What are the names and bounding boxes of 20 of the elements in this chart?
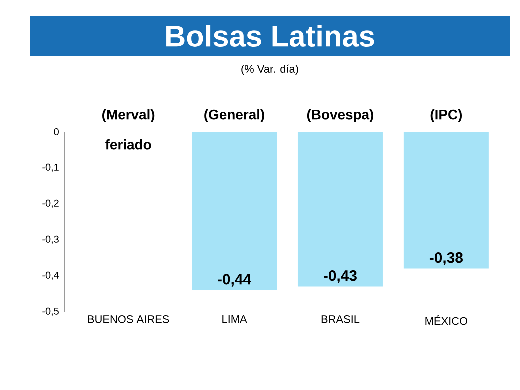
y-tick-label: -0,5 (42, 308, 59, 316)
data-label: -0,44 (218, 274, 252, 287)
y-tick-label: -0,3 (42, 236, 59, 244)
y-tick-label: -0,1 (42, 164, 59, 172)
y-tick-label: -0,2 (42, 200, 59, 208)
data-label: -0,43 (324, 270, 357, 284)
annotation: feriado (106, 140, 152, 150)
text: (General) (204, 109, 264, 122)
text: (Merval) (102, 109, 155, 122)
x-tick-label: LIMA (222, 316, 248, 324)
x-tick-label: MÉXICO (426, 316, 468, 326)
data-label: -0,38 (430, 252, 463, 266)
y-tick-label: 0 (54, 128, 59, 136)
x-tick-label: BRASIL (322, 316, 360, 324)
y-tick-label: -0,4 (42, 272, 60, 280)
text: (Bovespa) (307, 109, 374, 122)
chart-title: Bolsas Latinas (166, 25, 374, 47)
x-tick-label: BUENOS AIRES (88, 316, 170, 324)
chart-subtitle: (% Var. día) (242, 64, 298, 76)
text: (IPC) (430, 109, 462, 122)
